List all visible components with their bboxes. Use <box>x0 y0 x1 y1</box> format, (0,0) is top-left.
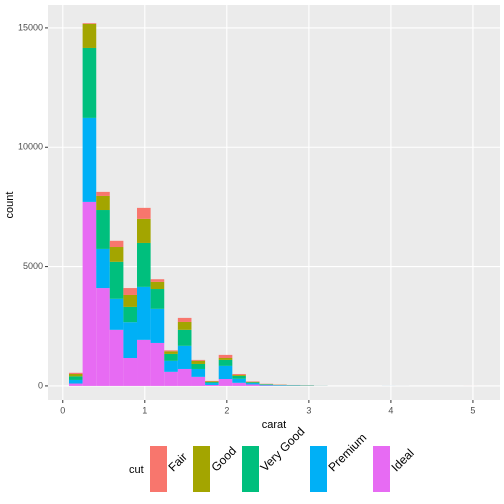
bar-segment <box>109 240 124 248</box>
bar-segment <box>137 207 151 219</box>
y-tick-label: 15000 <box>18 22 43 32</box>
bar-segment <box>191 376 206 386</box>
bar-segment <box>82 201 97 386</box>
bars <box>69 23 478 386</box>
bar-segment <box>205 384 219 386</box>
bar-segment <box>218 354 233 358</box>
y-tick-label: 0 <box>38 380 43 390</box>
x-tick-label: 3 <box>306 405 311 415</box>
legend-label: Fair <box>165 450 190 475</box>
bar-segment <box>96 191 110 196</box>
bar-segment <box>191 359 206 361</box>
bar-segment <box>259 384 274 386</box>
bar-segment <box>96 195 110 211</box>
bar-segment <box>96 288 110 386</box>
legend-label: Good <box>208 444 239 475</box>
bar-segment <box>164 350 178 352</box>
bar-segment <box>82 23 97 24</box>
x-tick-label: 1 <box>142 405 147 415</box>
y-tick-label: 5000 <box>23 261 43 271</box>
bar-segment <box>218 357 233 360</box>
x-tick-label: 0 <box>60 405 65 415</box>
bar-segment <box>245 382 260 384</box>
bar-segment <box>123 322 138 358</box>
bar-segment <box>109 329 124 386</box>
bar-segment <box>191 368 206 377</box>
bar-segment <box>232 374 246 376</box>
bar-segment <box>109 247 124 262</box>
bar-segment <box>137 286 151 340</box>
bar-segment <box>82 23 97 48</box>
bar-segment <box>205 381 219 383</box>
bar-segment <box>177 345 192 369</box>
bar-segment <box>177 321 192 330</box>
bar-segment <box>245 383 260 385</box>
bar-segment <box>232 373 246 375</box>
bar-segment <box>177 329 192 346</box>
bar-segment <box>69 372 83 374</box>
bar-segment <box>137 242 151 287</box>
legend-key <box>150 446 167 492</box>
x-tick-label: 5 <box>470 405 475 415</box>
bar-segment <box>123 357 138 386</box>
bar-segment <box>232 382 246 386</box>
y-axis-title: count <box>4 192 16 219</box>
legend-key <box>310 446 327 492</box>
bar-segment <box>82 47 97 118</box>
bar-segment <box>109 298 124 330</box>
bar-segment <box>232 378 246 383</box>
bar-segment <box>164 371 178 386</box>
legend-label: Very Good <box>257 424 307 474</box>
bar-segment <box>69 383 83 386</box>
x-axis-title: carat <box>262 419 286 431</box>
x-tick-label: 2 <box>224 405 229 415</box>
legend-label: Premium <box>325 431 369 475</box>
bar-segment <box>69 376 83 380</box>
bar-segment <box>123 306 138 323</box>
legend-label: Ideal <box>388 446 416 474</box>
bar-segment <box>218 365 233 379</box>
bar-segment <box>82 117 97 202</box>
legend-key <box>373 446 390 492</box>
legend-title: cut <box>129 464 144 476</box>
y-tick-label: 10000 <box>18 142 43 152</box>
bar-segment <box>69 379 83 384</box>
bar-segment <box>109 261 124 299</box>
bar-segment <box>150 281 165 290</box>
bar-segment <box>191 360 206 364</box>
bar-segment <box>218 359 233 366</box>
bar-segment <box>218 378 233 386</box>
bar-segment <box>232 375 246 379</box>
legend-key <box>242 446 259 492</box>
bar-segment <box>205 382 219 384</box>
x-tick-label: 4 <box>388 405 393 415</box>
bar-segment <box>245 384 260 386</box>
bar-segment <box>137 218 151 243</box>
bar-segment <box>164 351 178 354</box>
bar-segment <box>150 279 165 282</box>
bar-segment <box>150 289 165 309</box>
grid <box>48 5 500 400</box>
bar-segment <box>123 288 138 295</box>
bar-segment <box>177 368 192 386</box>
bar-segment <box>96 210 110 249</box>
bar-segment <box>96 248 110 289</box>
bar-segment <box>150 342 165 386</box>
bar-segment <box>69 373 83 377</box>
bar-segment <box>150 308 165 343</box>
bar-segment <box>177 317 192 322</box>
bar-segment <box>164 353 178 361</box>
bar-segment <box>164 360 178 372</box>
bar-segment <box>191 363 206 369</box>
bar-segment <box>137 339 151 386</box>
bar-segment <box>205 383 219 385</box>
legend-key <box>193 446 210 492</box>
bar-segment <box>123 294 138 307</box>
